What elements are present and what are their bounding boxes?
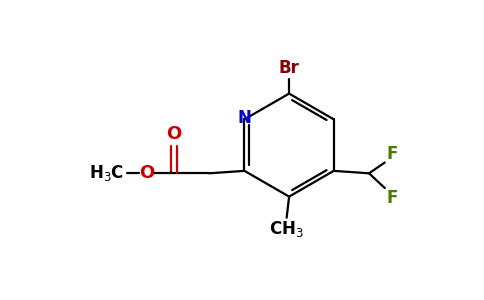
Text: N: N (238, 109, 251, 127)
Text: Br: Br (279, 59, 300, 77)
Text: H$_3$C: H$_3$C (89, 163, 124, 183)
Text: F: F (386, 145, 398, 163)
Text: F: F (386, 189, 398, 207)
Text: CH$_3$: CH$_3$ (269, 218, 304, 239)
Text: O: O (166, 124, 182, 142)
Text: O: O (139, 164, 154, 182)
